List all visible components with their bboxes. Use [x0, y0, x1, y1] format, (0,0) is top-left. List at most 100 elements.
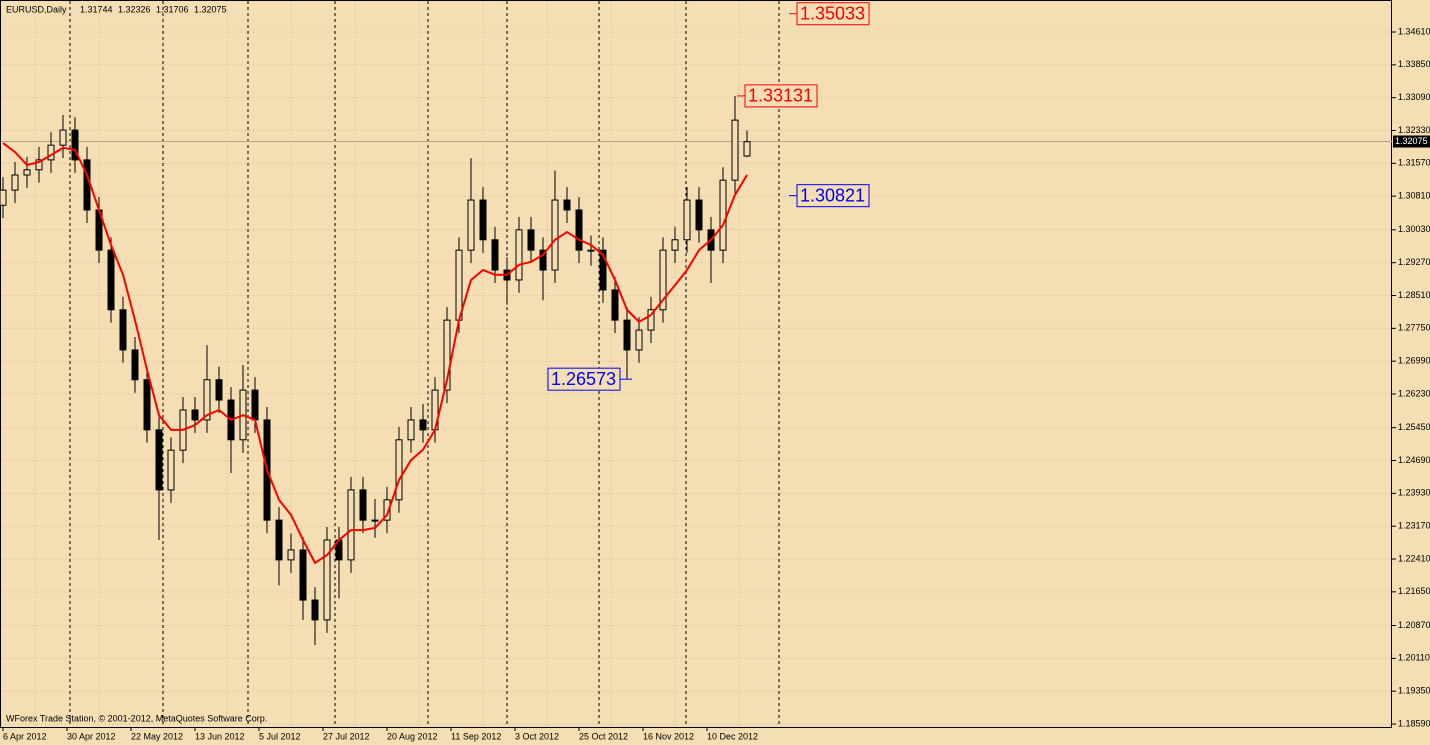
candle-body	[143, 379, 151, 431]
plot-frame	[0, 0, 1392, 728]
y-tick-label: 1.29270	[1398, 257, 1430, 267]
y-tick-label: 1.20110	[1398, 653, 1430, 663]
annotation-box	[547, 367, 621, 391]
x-tick-label: 27 Jul 2012	[323, 731, 370, 741]
candle-body	[299, 549, 307, 601]
candle-body	[575, 209, 583, 251]
candle-body	[59, 129, 67, 146]
annotation-label: 1.30821	[800, 185, 865, 205]
candle-body	[467, 199, 475, 251]
candle-body	[563, 199, 571, 211]
x-tick-label: 13 Jun 2012	[195, 731, 245, 741]
annotation-label: 1.26573	[551, 369, 616, 389]
x-tick-label: 3 Oct 2012	[515, 731, 559, 741]
y-tick-label: 1.22410	[1398, 553, 1430, 563]
candle-body	[683, 199, 691, 241]
candle-body	[131, 349, 139, 381]
candle-body	[35, 159, 43, 171]
candle-body	[383, 499, 391, 521]
candle-body	[407, 419, 415, 441]
y-tick-label: 1.34610	[1398, 26, 1430, 36]
candle-body	[623, 319, 631, 351]
candle-body	[347, 489, 355, 561]
candle-body	[215, 379, 223, 401]
y-tick-label: 1.33850	[1398, 59, 1430, 69]
annotation-label: 1.35033	[800, 3, 865, 23]
candle-body	[119, 309, 127, 351]
annotation-box	[796, 2, 870, 26]
y-tick-label: 1.25450	[1398, 422, 1430, 432]
candle-body	[0, 189, 7, 206]
x-tick-label: 5 Jul 2012	[259, 731, 301, 741]
header-value: 1.32075	[194, 4, 227, 14]
candle-body	[731, 119, 739, 181]
y-tick-label: 1.28510	[1398, 290, 1430, 300]
candle-body	[647, 309, 655, 331]
x-tick-label: 6 Apr 2012	[3, 731, 47, 741]
candle-body	[11, 174, 19, 191]
y-tick-label: 1.31570	[1398, 158, 1430, 168]
header-value: 1.32326	[118, 4, 151, 14]
candle-body	[83, 159, 91, 211]
candle-body	[167, 449, 175, 491]
candle-body	[719, 179, 727, 251]
candle-body	[659, 249, 667, 311]
y-tick-label: 1.33090	[1398, 92, 1430, 102]
candle-body	[479, 199, 487, 241]
x-tick-label: 30 Apr 2012	[67, 731, 116, 741]
last-price-box	[1393, 135, 1430, 148]
candle-body	[635, 329, 643, 351]
candle-body	[287, 549, 295, 561]
x-tick-label: 20 Aug 2012	[387, 731, 438, 741]
header-value: 1.31744	[80, 4, 113, 14]
candle-body	[203, 379, 211, 421]
x-tick-label: 16 Nov 2012	[643, 731, 694, 741]
candle-body	[359, 489, 367, 521]
candle-body	[599, 249, 607, 291]
y-tick-label: 1.27750	[1398, 323, 1430, 333]
candle-body	[743, 141, 751, 157]
candle-body	[71, 129, 79, 161]
y-tick-label: 1.23170	[1398, 521, 1430, 531]
candle-body	[515, 229, 523, 281]
candle-body	[527, 229, 535, 251]
x-tick-label: 22 May 2012	[131, 731, 183, 741]
candle-body	[191, 409, 199, 421]
candle-body	[539, 249, 547, 271]
y-tick-label: 1.21650	[1398, 586, 1430, 596]
candle-body	[47, 144, 55, 161]
footer: WForex Trade Station, © 2001-2012, MetaQ…	[6, 713, 267, 723]
y-tick-label: 1.19350	[1398, 686, 1430, 696]
candle-body	[371, 519, 379, 522]
y-tick-label: 1.26230	[1398, 388, 1430, 398]
y-tick-label: 1.23930	[1398, 488, 1430, 498]
y-tick-label: 1.30810	[1398, 191, 1430, 201]
candle-body	[23, 169, 31, 176]
y-tick-label: 1.30030	[1398, 224, 1430, 234]
annotation-label: 1.33131	[748, 86, 813, 106]
chart-title: EURUSD,Daily	[6, 4, 67, 14]
y-tick-label: 1.20870	[1398, 620, 1430, 630]
candle-body	[671, 239, 679, 251]
candle-body	[695, 199, 703, 231]
candle-body	[107, 249, 115, 311]
candle-body	[395, 439, 403, 501]
x-tick-label: 11 Sep 2012	[451, 731, 501, 741]
y-tick-label: 1.24690	[1398, 455, 1430, 465]
annotation-box	[744, 84, 818, 108]
candle-body	[611, 289, 619, 321]
candle-body	[587, 249, 595, 252]
header-value: 1.31706	[156, 4, 189, 14]
x-tick-label: 10 Dec 2012	[707, 731, 758, 741]
x-tick-label: 25 Oct 2012	[579, 731, 628, 741]
candle-body	[551, 199, 559, 271]
candle-body	[311, 599, 319, 621]
moving-average	[2, 142, 748, 565]
candle-body	[155, 429, 163, 491]
candle-body	[419, 419, 427, 431]
candle-body	[323, 539, 331, 621]
y-tick-label: 1.26990	[1398, 356, 1430, 366]
y-tick-label: 1.32330	[1398, 125, 1430, 135]
